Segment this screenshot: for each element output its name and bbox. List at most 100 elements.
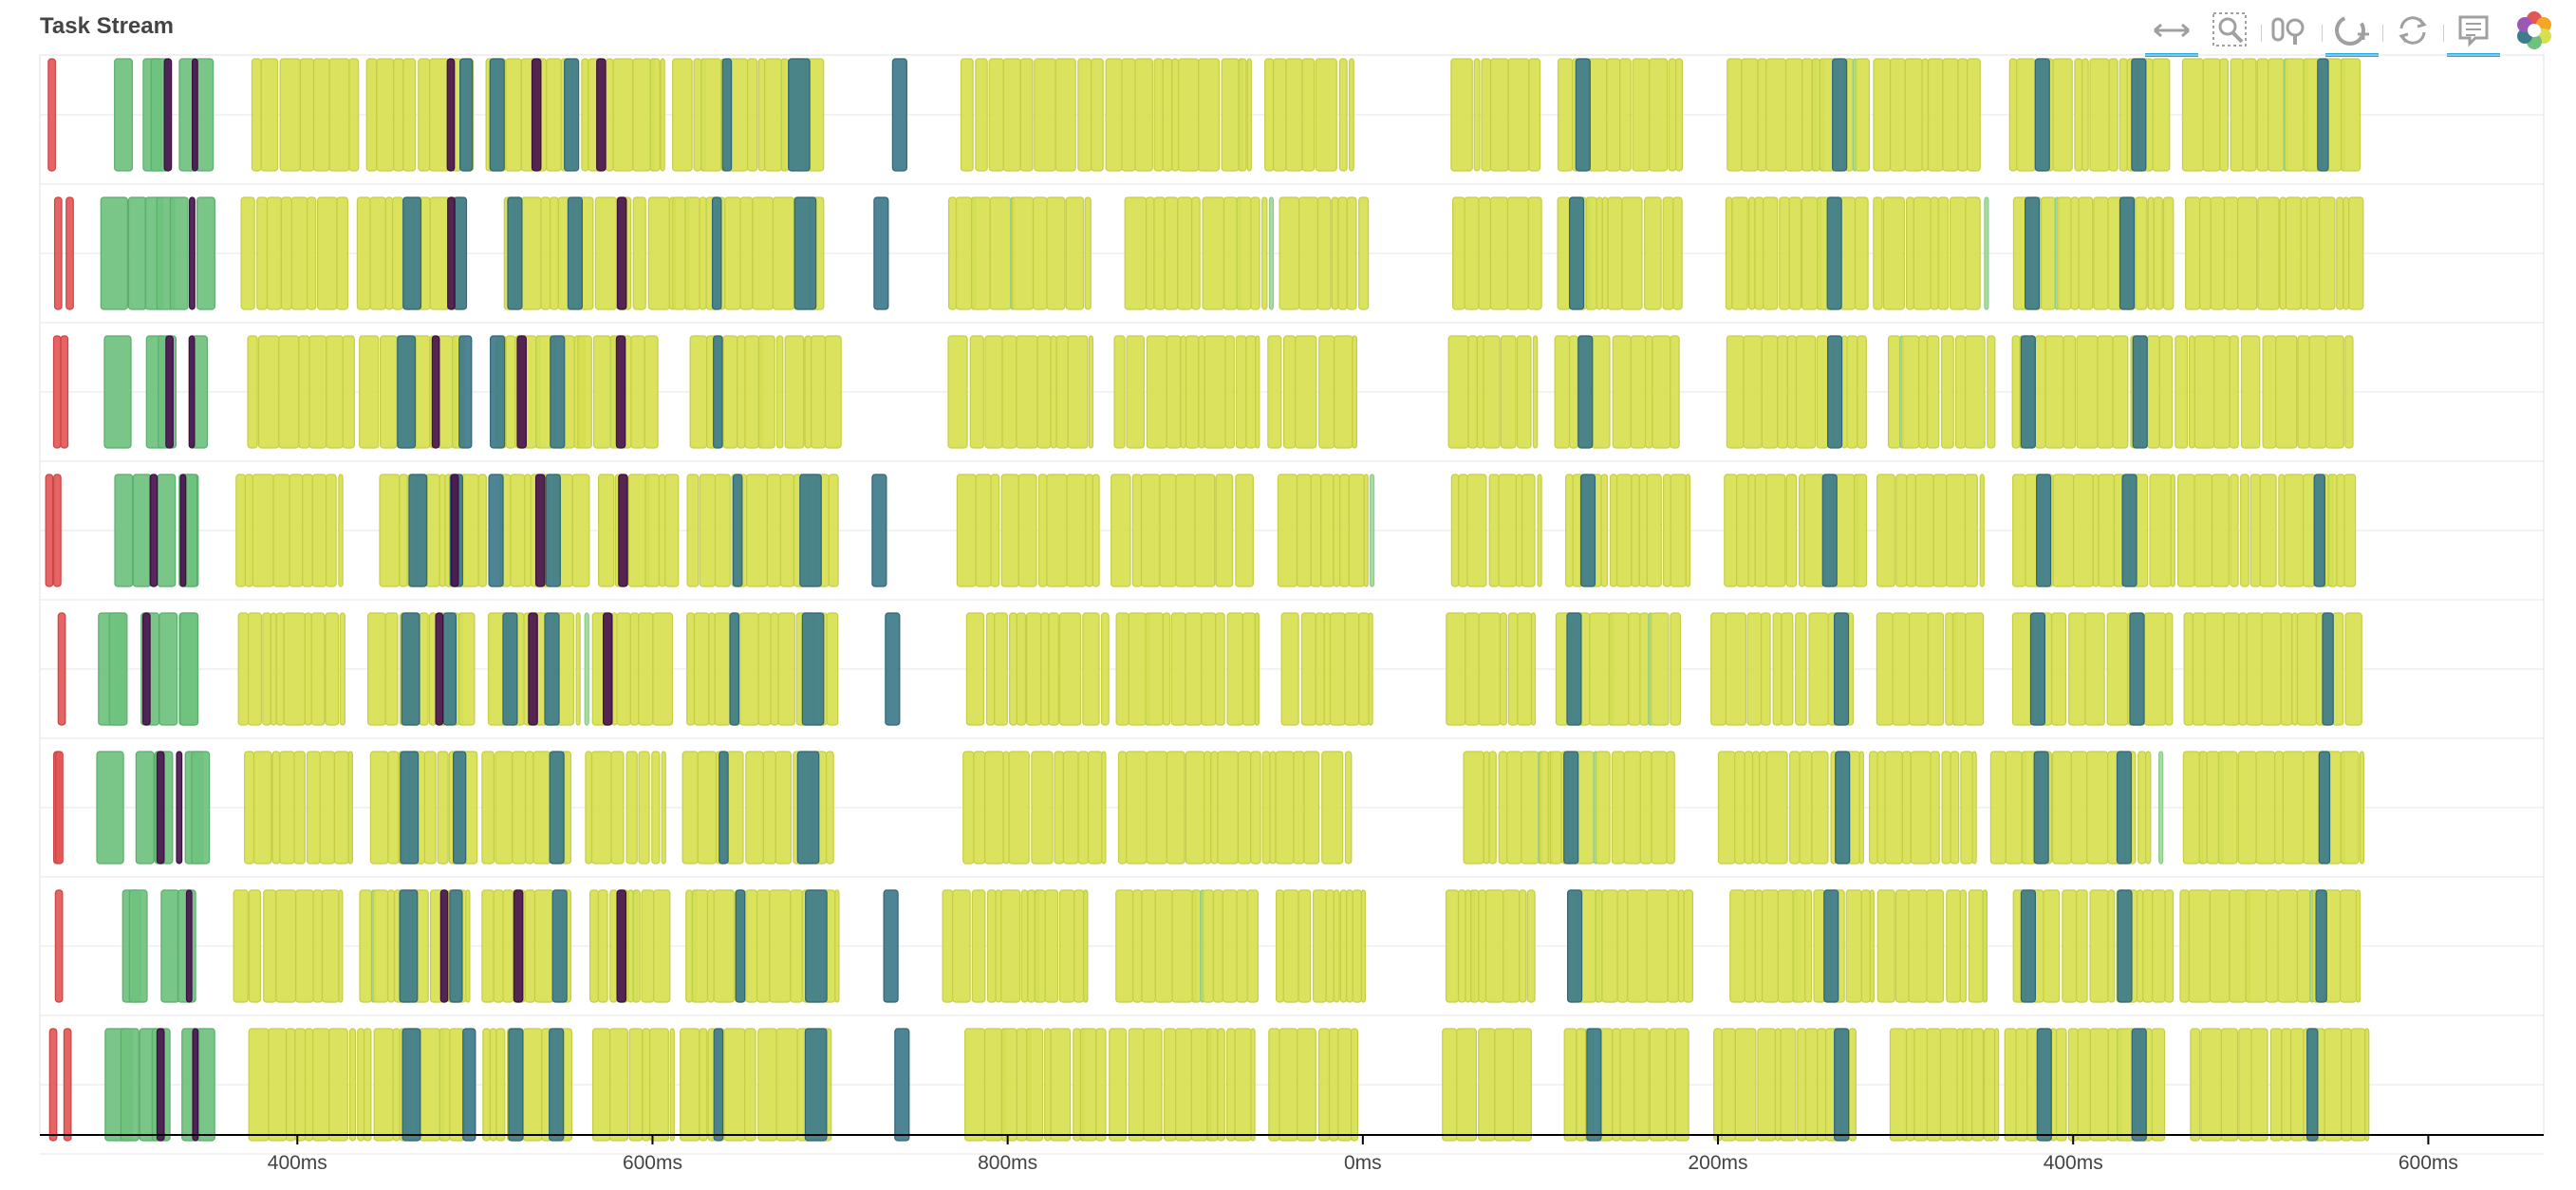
task-bar <box>1128 1028 1145 1142</box>
task-bar <box>1950 751 1960 865</box>
task-bar <box>2242 58 2257 172</box>
task-bar <box>1473 58 1481 172</box>
task-bar <box>1339 474 1351 587</box>
chart-title: Task Stream <box>40 13 174 39</box>
task-bar <box>402 196 422 310</box>
task-bar <box>1667 889 1679 1003</box>
task-bar <box>419 1028 440 1142</box>
task-bar <box>1171 889 1193 1003</box>
task-bar <box>157 474 177 587</box>
task-bar <box>2068 612 2086 726</box>
task-bar <box>1826 196 1842 310</box>
task-bar <box>266 196 282 310</box>
task-bar <box>629 612 640 726</box>
task-bar <box>2107 1028 2119 1142</box>
task-bar <box>2348 196 2364 310</box>
task-bar <box>1910 751 1932 865</box>
task-bar <box>54 889 64 1003</box>
task-bar <box>2282 751 2305 865</box>
task-bar <box>2238 1028 2252 1142</box>
task-bar <box>1566 889 1583 1003</box>
task-bar <box>359 335 380 449</box>
task-bar <box>179 474 187 587</box>
task-bar <box>1596 196 1603 310</box>
task-bar <box>449 1028 465 1142</box>
task-bar <box>1876 751 1886 865</box>
task-bar <box>873 196 889 310</box>
task-bar <box>1941 751 1951 865</box>
task-bar <box>632 889 641 1003</box>
task-bar <box>1727 58 1743 172</box>
task-bar <box>1951 612 1967 726</box>
task-bar <box>638 751 650 865</box>
task-bar <box>1126 335 1145 449</box>
task-bar <box>2089 889 2109 1003</box>
task-bar <box>1595 751 1611 865</box>
bokeh-logo-icon[interactable] <box>2506 4 2563 57</box>
task-bar <box>2098 474 2116 587</box>
task-bar <box>1297 1028 1316 1142</box>
task-bar <box>1821 474 1838 587</box>
task-bar <box>1721 1028 1736 1142</box>
task-bar <box>1223 196 1238 310</box>
task-bar <box>2285 196 2302 310</box>
task-bar <box>279 58 301 172</box>
task-bar <box>2290 1028 2305 1142</box>
task-bar <box>397 335 417 449</box>
task-bar <box>1178 58 1200 172</box>
task-bar <box>1734 1028 1757 1142</box>
task-bar <box>1797 1028 1807 1142</box>
task-bar <box>1283 335 1297 449</box>
task-bar <box>2355 889 2361 1003</box>
task-bar <box>616 889 627 1003</box>
task-bar <box>1904 58 1923 172</box>
task-bar <box>96 751 124 865</box>
task-bar <box>1267 335 1282 449</box>
task-bar <box>1478 1028 1496 1142</box>
task-bar <box>373 1028 394 1142</box>
task-bar <box>1530 612 1537 726</box>
task-bar <box>1226 1028 1236 1142</box>
task-bar <box>304 612 312 726</box>
task-bar <box>1036 335 1052 449</box>
task-bar <box>714 612 731 726</box>
task-bar <box>339 612 346 726</box>
task-bar <box>1235 474 1254 587</box>
box-zoom-icon[interactable] <box>2202 4 2259 57</box>
task-bar <box>418 58 431 172</box>
task-bar <box>1117 751 1128 865</box>
task-bar <box>63 1028 72 1142</box>
task-bar <box>1913 196 1932 310</box>
task-bar <box>1131 474 1143 587</box>
task-bar <box>632 58 651 172</box>
task-bar <box>1334 335 1353 449</box>
task-bar <box>1763 196 1779 310</box>
task-bar <box>1198 58 1221 172</box>
task-bar <box>247 612 262 726</box>
task-bar <box>549 1028 565 1142</box>
task-bar <box>1747 196 1756 310</box>
task-bar <box>1323 612 1332 726</box>
task-bar <box>1876 474 1895 587</box>
task-bar <box>2033 751 2049 865</box>
reset-icon[interactable] <box>2384 4 2441 57</box>
task-bar <box>2237 751 2257 865</box>
task-bar <box>2129 612 2145 726</box>
task-bar <box>2257 196 2280 310</box>
wheel-zoom-icon[interactable] <box>2263 4 2320 57</box>
task-bar <box>2024 196 2041 310</box>
task-bar <box>1816 335 1829 449</box>
task-bar <box>2179 889 2190 1003</box>
task-bar <box>1470 889 1480 1003</box>
task-bar <box>1115 889 1134 1003</box>
task-bar <box>1644 196 1662 310</box>
task-bar <box>402 58 417 172</box>
task-bar <box>1590 335 1611 449</box>
task-bar <box>628 1028 644 1142</box>
task-bar <box>2284 474 2305 587</box>
task-bar <box>1277 474 1298 587</box>
task-bar <box>777 612 795 726</box>
task-bar <box>618 474 628 587</box>
task-bar <box>1111 474 1131 587</box>
task-bar <box>2344 335 2354 449</box>
